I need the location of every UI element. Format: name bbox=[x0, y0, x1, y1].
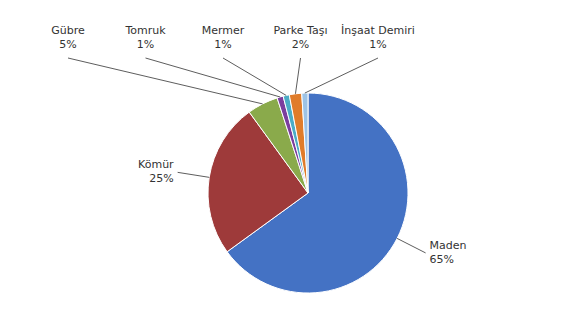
svg-text:Tomruk1%: Tomruk1% bbox=[124, 24, 166, 51]
svg-text:İnşaat Demiri1%: İnşaat Demiri1% bbox=[341, 24, 415, 51]
svg-text:Parke Taşı2%: Parke Taşı2% bbox=[273, 24, 327, 51]
svg-text:Kömür25%: Kömür25% bbox=[138, 158, 174, 185]
svg-text:Mermer1%: Mermer1% bbox=[202, 24, 245, 51]
svg-text:Gübre5%: Gübre5% bbox=[51, 24, 85, 51]
svg-text:Maden65%: Maden65% bbox=[430, 239, 467, 266]
